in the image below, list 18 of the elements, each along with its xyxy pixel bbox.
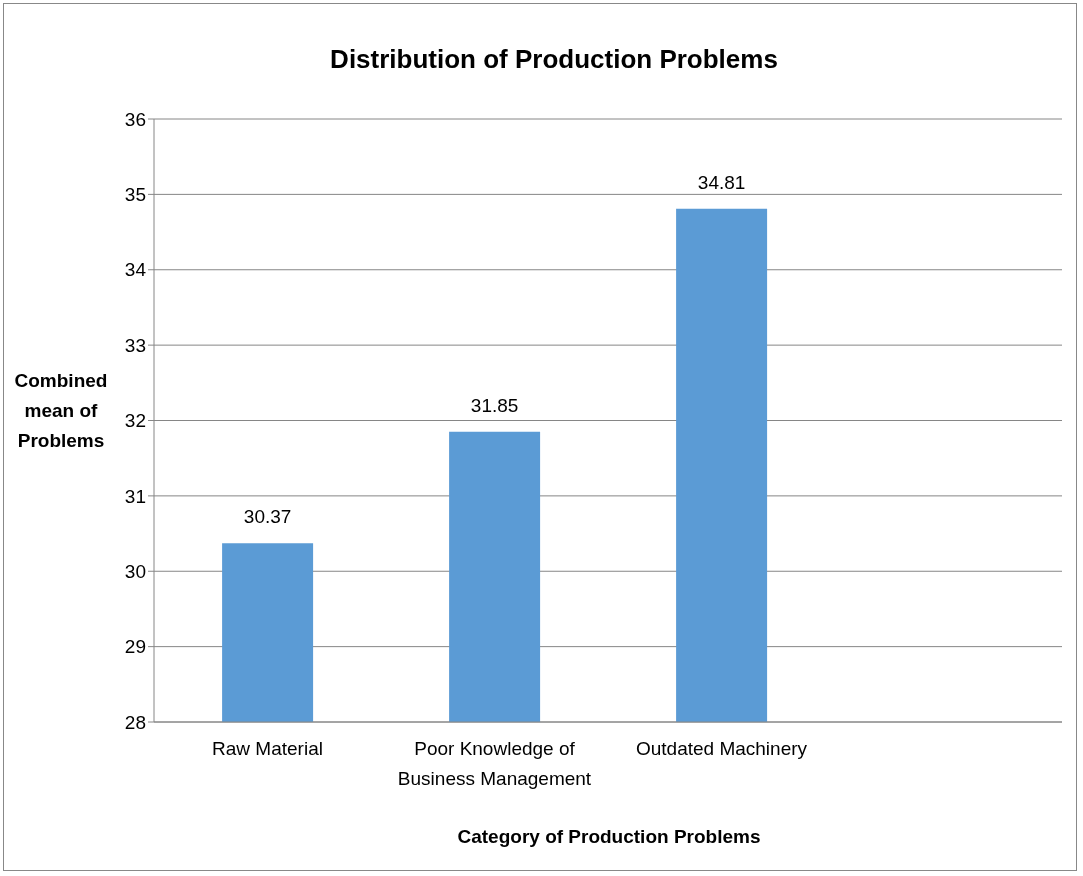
y-tick-label: 33 (124, 334, 146, 356)
y-tick-label: 34 (124, 259, 147, 281)
x-axis-title: Category of Production Problems (456, 826, 762, 848)
x-tick-label: Outdated Machinery (635, 738, 808, 760)
chart-title: Distribution of Production Problems (329, 44, 779, 75)
y-tick-label: 36 (124, 108, 146, 130)
data-label: 34.81 (697, 171, 746, 193)
y-tick-label: 29 (124, 636, 146, 658)
x-tick-label: Poor Knowledge of Business Management (397, 738, 592, 790)
data-label: 31.85 (470, 394, 519, 416)
data-label: 30.37 (243, 506, 292, 528)
y-axis-title: Combined mean of Problems (13, 369, 109, 453)
y-tick-label: 31 (124, 485, 146, 507)
y-tick-label: 32 (124, 410, 146, 432)
x-tick-label: Raw Material (212, 738, 323, 760)
y-tick-label: 35 (124, 184, 146, 206)
y-tick-label: 28 (124, 711, 146, 733)
y-tick-label: 30 (124, 560, 146, 582)
